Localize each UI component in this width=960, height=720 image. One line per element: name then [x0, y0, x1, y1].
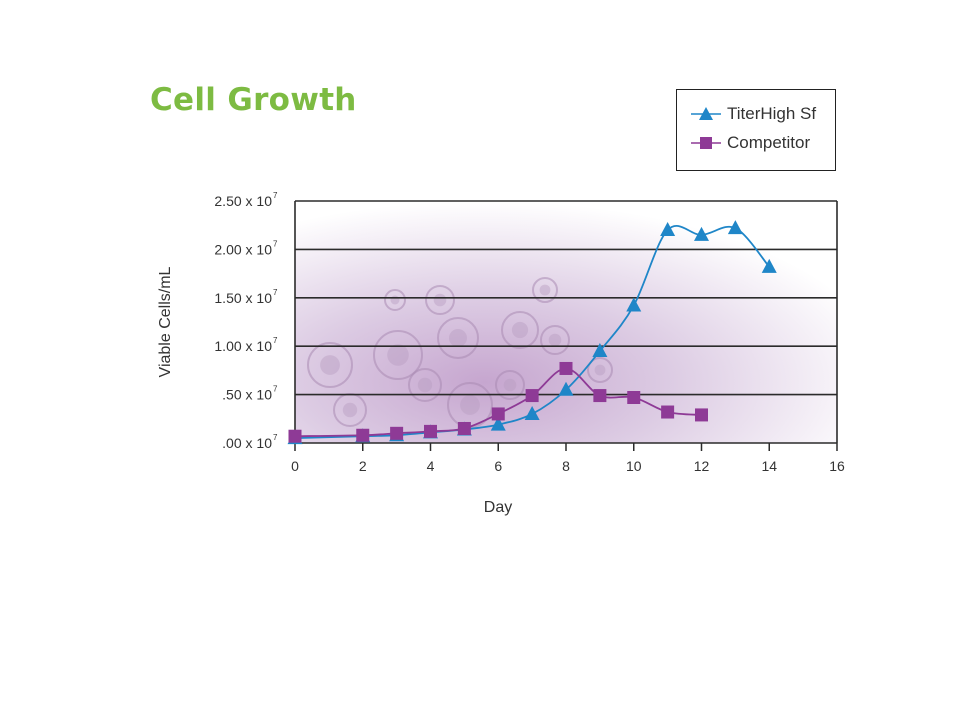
data-point-titerhigh-sf [727, 220, 743, 235]
triangle-marker-icon [691, 107, 721, 120]
cell-image-background [295, 201, 837, 443]
data-point-competitor [559, 361, 573, 375]
y-tick-exponent: 7 [273, 385, 278, 394]
data-point-competitor [661, 405, 675, 419]
x-tick-label: 2 [359, 458, 367, 474]
cell-nucleus [460, 395, 480, 415]
y-tick-exponent: 7 [273, 191, 278, 200]
data-point-competitor [525, 389, 539, 403]
y-tick-exponent: 7 [273, 336, 278, 345]
cell-nucleus [548, 333, 562, 347]
y-tick-label: 2.50 x 10 [214, 193, 272, 209]
y-tick-label: 1.00 x 10 [214, 338, 272, 354]
cell-nucleus [387, 344, 409, 366]
data-point-titerhigh-sf [558, 381, 574, 396]
data-point-titerhigh-sf [660, 222, 676, 237]
chart-title: Cell Growth [150, 82, 357, 118]
data-point-competitor [390, 426, 404, 440]
square-marker-icon [691, 137, 721, 149]
cell-nucleus [594, 364, 606, 376]
cell-shape [408, 368, 442, 402]
cell-nucleus [503, 378, 517, 392]
x-tick-label: 0 [291, 458, 299, 474]
cell-nucleus [511, 321, 529, 339]
cell-shape [307, 342, 353, 388]
y-tick-label: .50 x 10 [222, 387, 272, 403]
cell-nucleus [342, 402, 358, 418]
cell-nucleus [390, 295, 400, 305]
y-axis-title: Viable Cells/mL [157, 266, 174, 377]
x-tick-label: 14 [761, 458, 777, 474]
x-tick-label: 16 [829, 458, 845, 474]
axes: .00 x 10 7.50 x 10 71.00 x 10 71.50 x 10 72.… [214, 191, 845, 474]
legend: TiterHigh Sf Competitor [676, 89, 836, 171]
cell-shape [425, 285, 455, 315]
cell-shape [384, 289, 406, 311]
data-point-titerhigh-sf [626, 297, 642, 312]
legend-item-titerhigh: TiterHigh Sf [691, 103, 816, 125]
data-point-competitor [288, 429, 302, 443]
data-point-competitor [695, 408, 708, 422]
y-tick-exponent: 7 [273, 288, 278, 297]
cell-nucleus [433, 293, 447, 307]
y-tick-label: 2.00 x 10 [214, 241, 272, 257]
cell-shape [373, 330, 423, 380]
data-point-competitor [457, 421, 471, 435]
x-tick-label: 6 [494, 458, 502, 474]
series-lines [287, 220, 777, 445]
cell-nucleus [417, 377, 433, 393]
cell-nucleus [449, 329, 467, 347]
y-tick-exponent: 7 [273, 239, 278, 248]
data-point-titerhigh-sf [694, 226, 709, 241]
cell-shape [532, 277, 558, 303]
x-tick-label: 4 [427, 458, 435, 474]
cell-shape [540, 325, 570, 355]
x-axis-title: Day [484, 499, 512, 516]
legend-label: TiterHigh Sf [727, 104, 817, 123]
data-point-titerhigh-sf [761, 258, 777, 273]
data-point-titerhigh-sf [592, 343, 608, 358]
legend-item-competitor: Competitor [691, 132, 810, 154]
data-point-competitor [424, 424, 437, 438]
y-tick-label: .00 x 10 [222, 435, 272, 451]
x-tick-label: 12 [694, 458, 710, 474]
y-tick-label: 1.50 x 10 [214, 290, 272, 306]
legend-label: Competitor [727, 133, 811, 152]
cell-shape [587, 357, 613, 383]
cell-nucleus [320, 355, 340, 375]
cell-shape [495, 370, 525, 400]
x-tick-label: 10 [626, 458, 642, 474]
data-point-competitor [593, 389, 607, 403]
cell-nucleus [539, 284, 551, 296]
y-tick-exponent: 7 [273, 433, 278, 442]
data-point-competitor [627, 391, 641, 405]
data-point-titerhigh-sf [524, 405, 540, 420]
plot-background [295, 201, 837, 443]
cell-shape [501, 311, 539, 349]
cell-shape [437, 317, 479, 359]
data-point-competitor [491, 407, 505, 421]
data-point-titerhigh-sf [490, 416, 506, 431]
data-point-competitor [356, 428, 370, 442]
x-tick-label: 8 [562, 458, 570, 474]
